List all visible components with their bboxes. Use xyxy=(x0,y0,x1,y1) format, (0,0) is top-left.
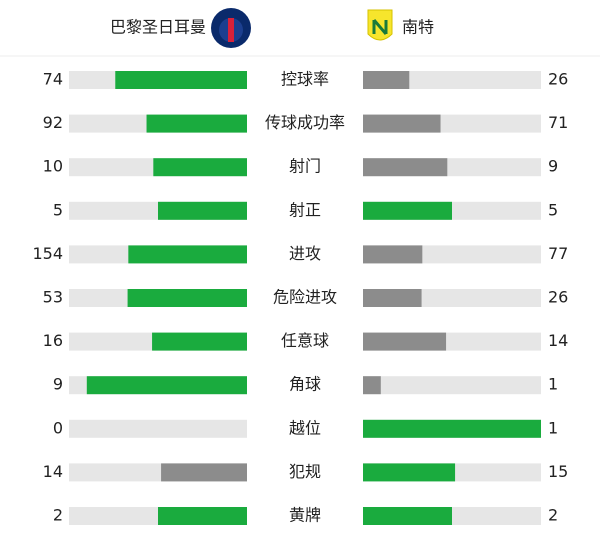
away-value: 1 xyxy=(548,375,558,394)
away-bar xyxy=(363,114,441,133)
home-logo-stripe xyxy=(228,18,234,42)
stat-label: 犯规 xyxy=(289,462,321,481)
away-track xyxy=(363,376,541,395)
home-value: 5 xyxy=(53,200,63,219)
away-value: 77 xyxy=(548,244,568,263)
home-bar xyxy=(128,245,247,264)
home-value: 2 xyxy=(53,506,63,525)
home-bar xyxy=(158,201,247,220)
home-bar xyxy=(152,332,247,351)
away-bar xyxy=(363,289,422,307)
away-value: 1 xyxy=(548,418,558,437)
away-value: 26 xyxy=(548,70,568,89)
home-bar xyxy=(127,289,247,307)
home-value: 92 xyxy=(43,113,63,132)
stat-label: 控球率 xyxy=(281,70,329,89)
home-bar xyxy=(161,463,247,482)
away-bar xyxy=(363,71,410,89)
home-bar xyxy=(153,158,247,177)
away-value: 15 xyxy=(548,462,568,481)
away-logo-mark xyxy=(372,19,388,35)
away-bar xyxy=(363,419,541,438)
home-track xyxy=(69,419,247,438)
home-value: 10 xyxy=(43,157,63,176)
home-bar xyxy=(146,114,247,133)
stat-label: 危险进攻 xyxy=(273,288,337,307)
away-bar xyxy=(363,507,452,525)
away-value: 5 xyxy=(548,200,558,219)
stat-label: 进攻 xyxy=(289,244,321,263)
away-value: 26 xyxy=(548,288,568,307)
away-bar xyxy=(363,201,452,220)
home-value: 16 xyxy=(43,331,63,350)
stat-label: 任意球 xyxy=(281,331,329,350)
home-value: 53 xyxy=(43,288,63,307)
away-value: 71 xyxy=(548,113,568,132)
stat-label: 射正 xyxy=(289,200,321,219)
home-value: 74 xyxy=(43,70,63,89)
home-team: 巴黎圣日耳曼 xyxy=(110,18,206,37)
home-bar xyxy=(158,507,247,525)
away-bar xyxy=(363,158,448,177)
away-bar xyxy=(363,463,456,482)
home-bar xyxy=(115,71,247,89)
stat-label: 黄牌 xyxy=(289,506,321,525)
away-bar xyxy=(363,376,381,395)
stat-label: 射门 xyxy=(289,157,321,176)
away-bar xyxy=(363,245,423,264)
away-value: 9 xyxy=(548,157,558,176)
stat-label: 传球成功率 xyxy=(265,113,345,132)
home-logo xyxy=(211,8,251,48)
home-value: 9 xyxy=(53,375,63,394)
away-team: 南特 xyxy=(402,18,434,37)
stat-label: 角球 xyxy=(289,375,321,394)
stat-label: 越位 xyxy=(289,418,321,437)
home-value: 154 xyxy=(32,244,63,263)
away-logo xyxy=(367,9,393,41)
home-value: 14 xyxy=(43,462,63,481)
away-value: 14 xyxy=(548,331,568,350)
away-value: 2 xyxy=(548,506,558,525)
away-bar xyxy=(363,332,447,351)
home-value: 0 xyxy=(53,418,63,437)
home-bar xyxy=(86,376,247,395)
